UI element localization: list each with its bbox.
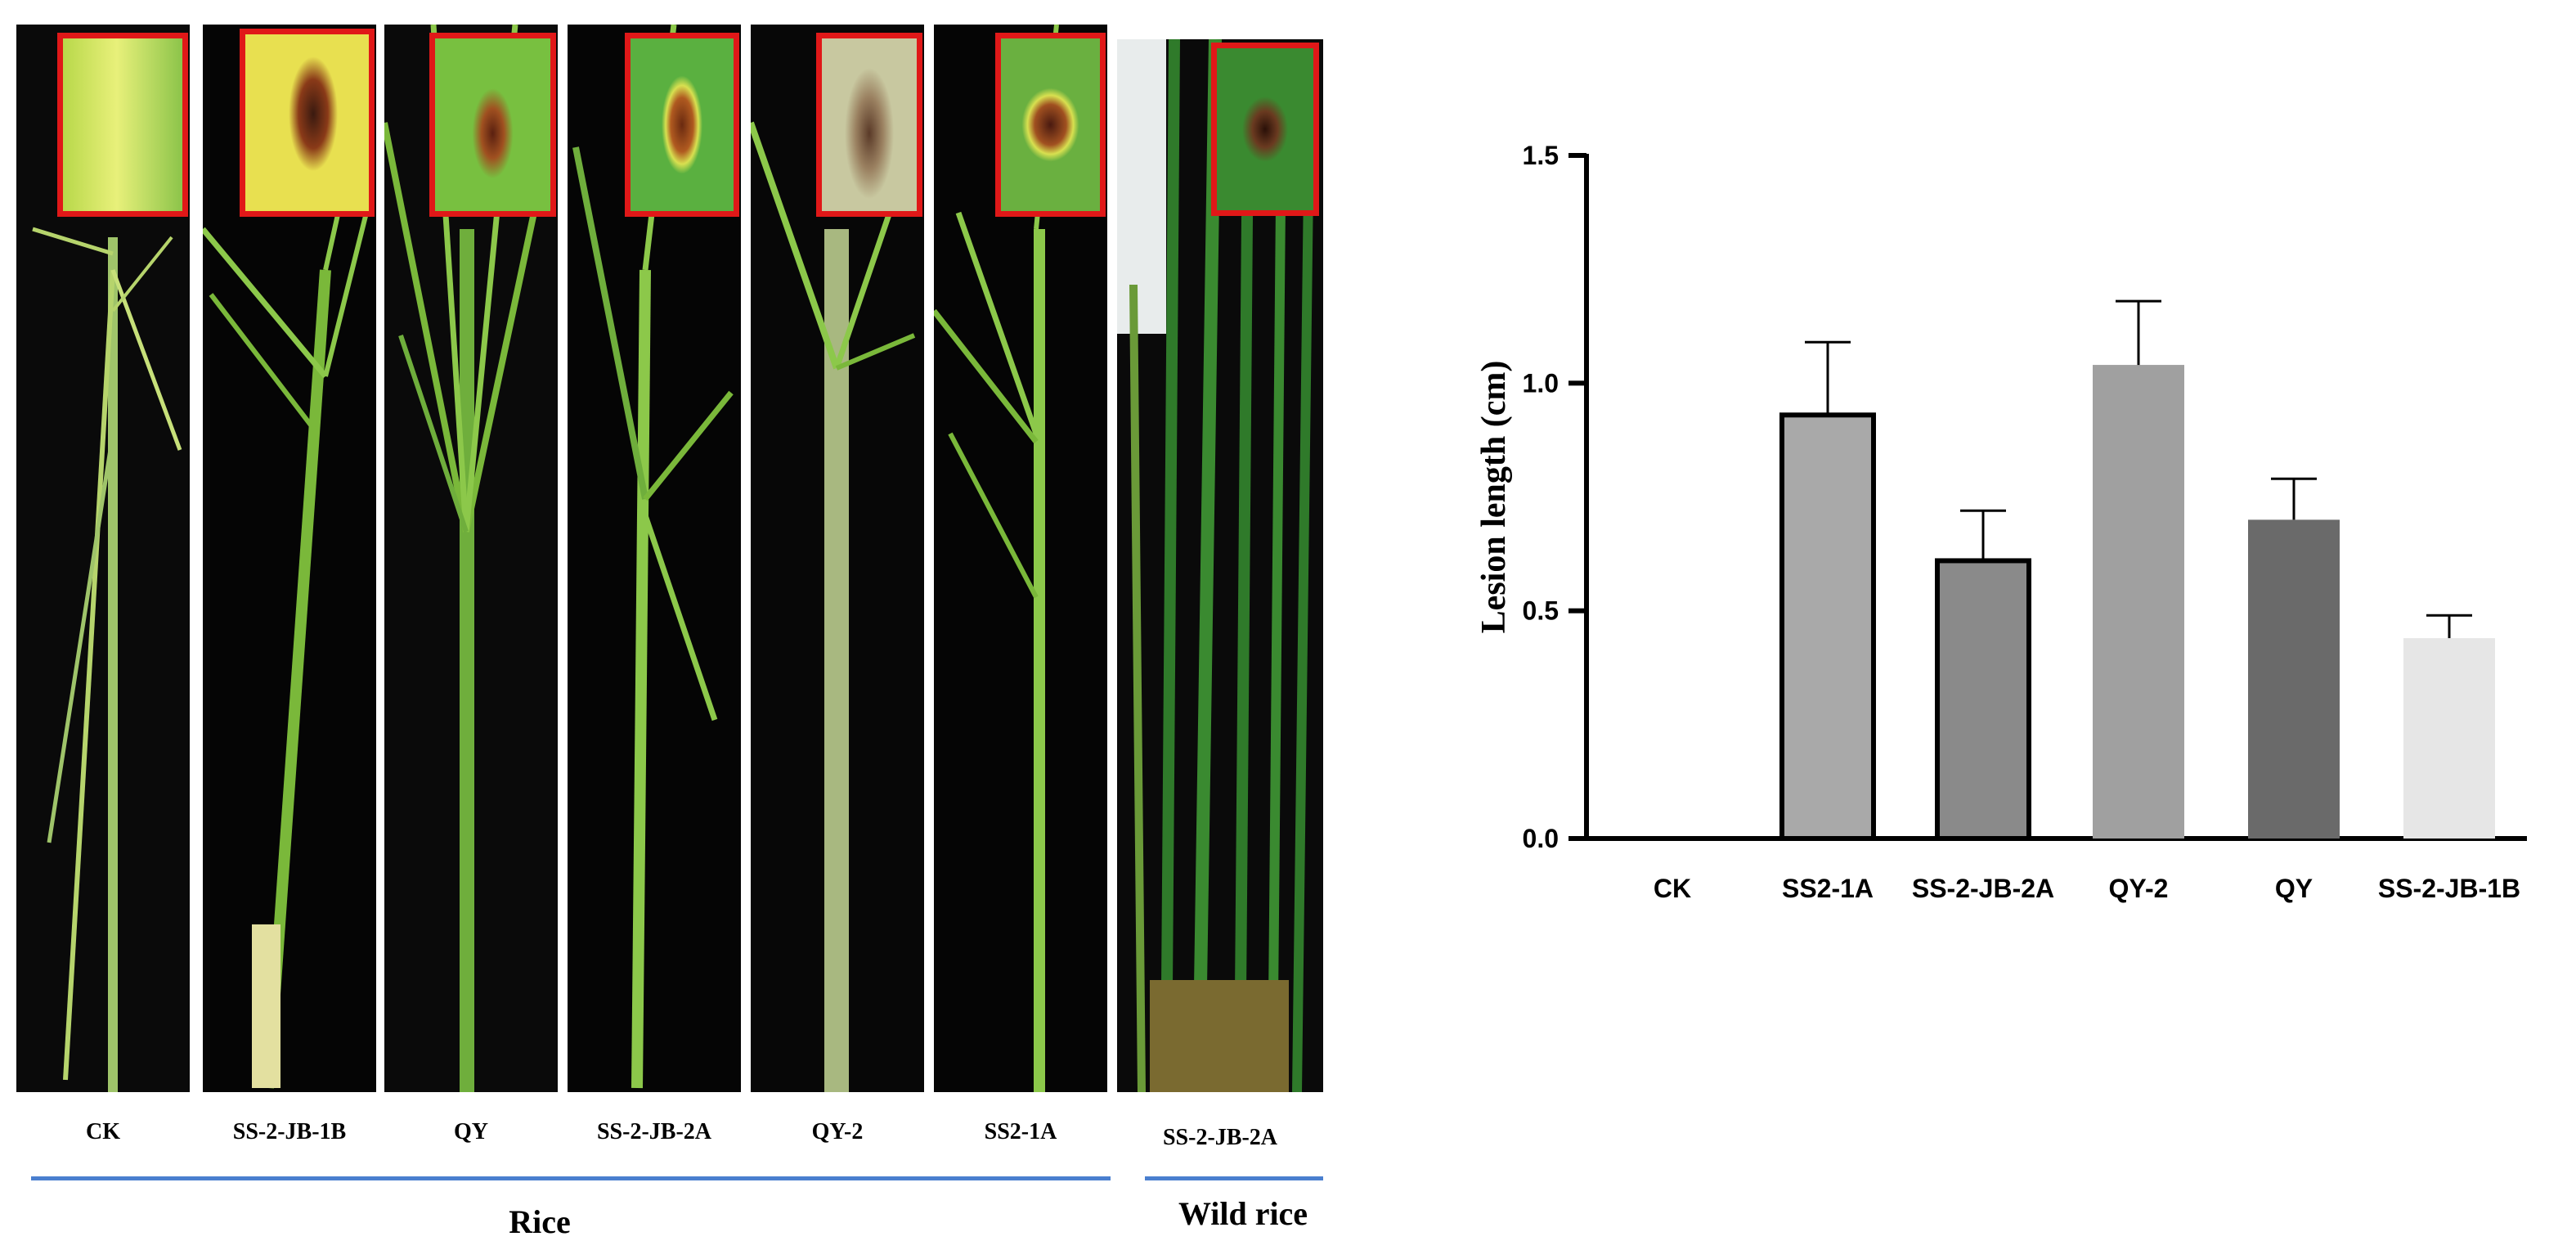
x-tick-label: CK (1654, 874, 1691, 903)
bar-ss-2-jb-1b (2403, 638, 2495, 839)
plant-photo-ss-2-jb-1b (203, 25, 376, 1092)
lesion-inset-wild-ss-2-jb-2a (1211, 43, 1319, 216)
plant-label-wild-ss-2-jb-2a: SS-2-JB-2A (1162, 1125, 1277, 1150)
x-tick-label: QY (2275, 874, 2313, 903)
plant-label-ss2-1a: SS2-1A (984, 1119, 1057, 1144)
lesion-inset-ss2-1a (995, 33, 1106, 217)
plant-label-ck: CK (86, 1119, 120, 1144)
wild-rice-group-label: Wild rice (1178, 1195, 1308, 1232)
plant-photo-qy-2 (751, 25, 924, 1092)
bar-qy-2 (2093, 365, 2184, 839)
rice-group-label: Rice (509, 1203, 571, 1240)
plant-photo-ss2-1a (934, 25, 1107, 1092)
lesion-length-bar-chart: 0.0 0.5 1.0 1.5 Lesion length (cm) CK SS2-1A SS… (1475, 141, 2527, 903)
lesion-inset-ck (57, 33, 188, 217)
y-tick-label: 0.5 (1523, 596, 1559, 626)
plant-label-ss-2-jb-1b: SS-2-JB-1B (232, 1119, 347, 1144)
x-tick-label: SS-2-JB-2A (1912, 874, 2054, 903)
y-tick-label: 0.0 (1523, 824, 1559, 853)
lesion-inset-qy (429, 33, 556, 217)
bar-qy (2248, 519, 2340, 839)
plant-photo-ck (16, 25, 190, 1092)
x-tick-label: QY-2 (2109, 874, 2169, 903)
lesion-inset-ss-2-jb-2a (625, 33, 739, 217)
plant-label-qy: QY (454, 1119, 488, 1144)
plant-photo-qy (384, 25, 558, 1092)
x-tick-label: SS2-1A (1782, 874, 1874, 903)
y-tick-label: 1.5 (1523, 141, 1559, 170)
plant-photo-wild-ss-2-jb-2a (1117, 39, 1323, 1092)
lesion-inset-qy-2 (816, 33, 922, 217)
bar-ss-2-jb-2a (1935, 558, 2031, 842)
bar-ss2-1a (1779, 412, 1876, 841)
y-axis-title: Lesion length (cm) (1475, 361, 1513, 634)
y-tick-label: 1.0 (1523, 368, 1559, 398)
lesion-inset-ss-2-jb-1b (240, 29, 375, 217)
wild-rice-group-line (1145, 1176, 1323, 1180)
plant-label-qy-2: QY-2 (811, 1119, 864, 1144)
x-tick-label: SS-2-JB-1B (2378, 874, 2520, 903)
rice-group-line (31, 1176, 1111, 1180)
plant-label-ss-2-jb-2a: SS-2-JB-2A (596, 1119, 711, 1144)
plant-photo-ss-2-jb-2a (568, 25, 741, 1092)
